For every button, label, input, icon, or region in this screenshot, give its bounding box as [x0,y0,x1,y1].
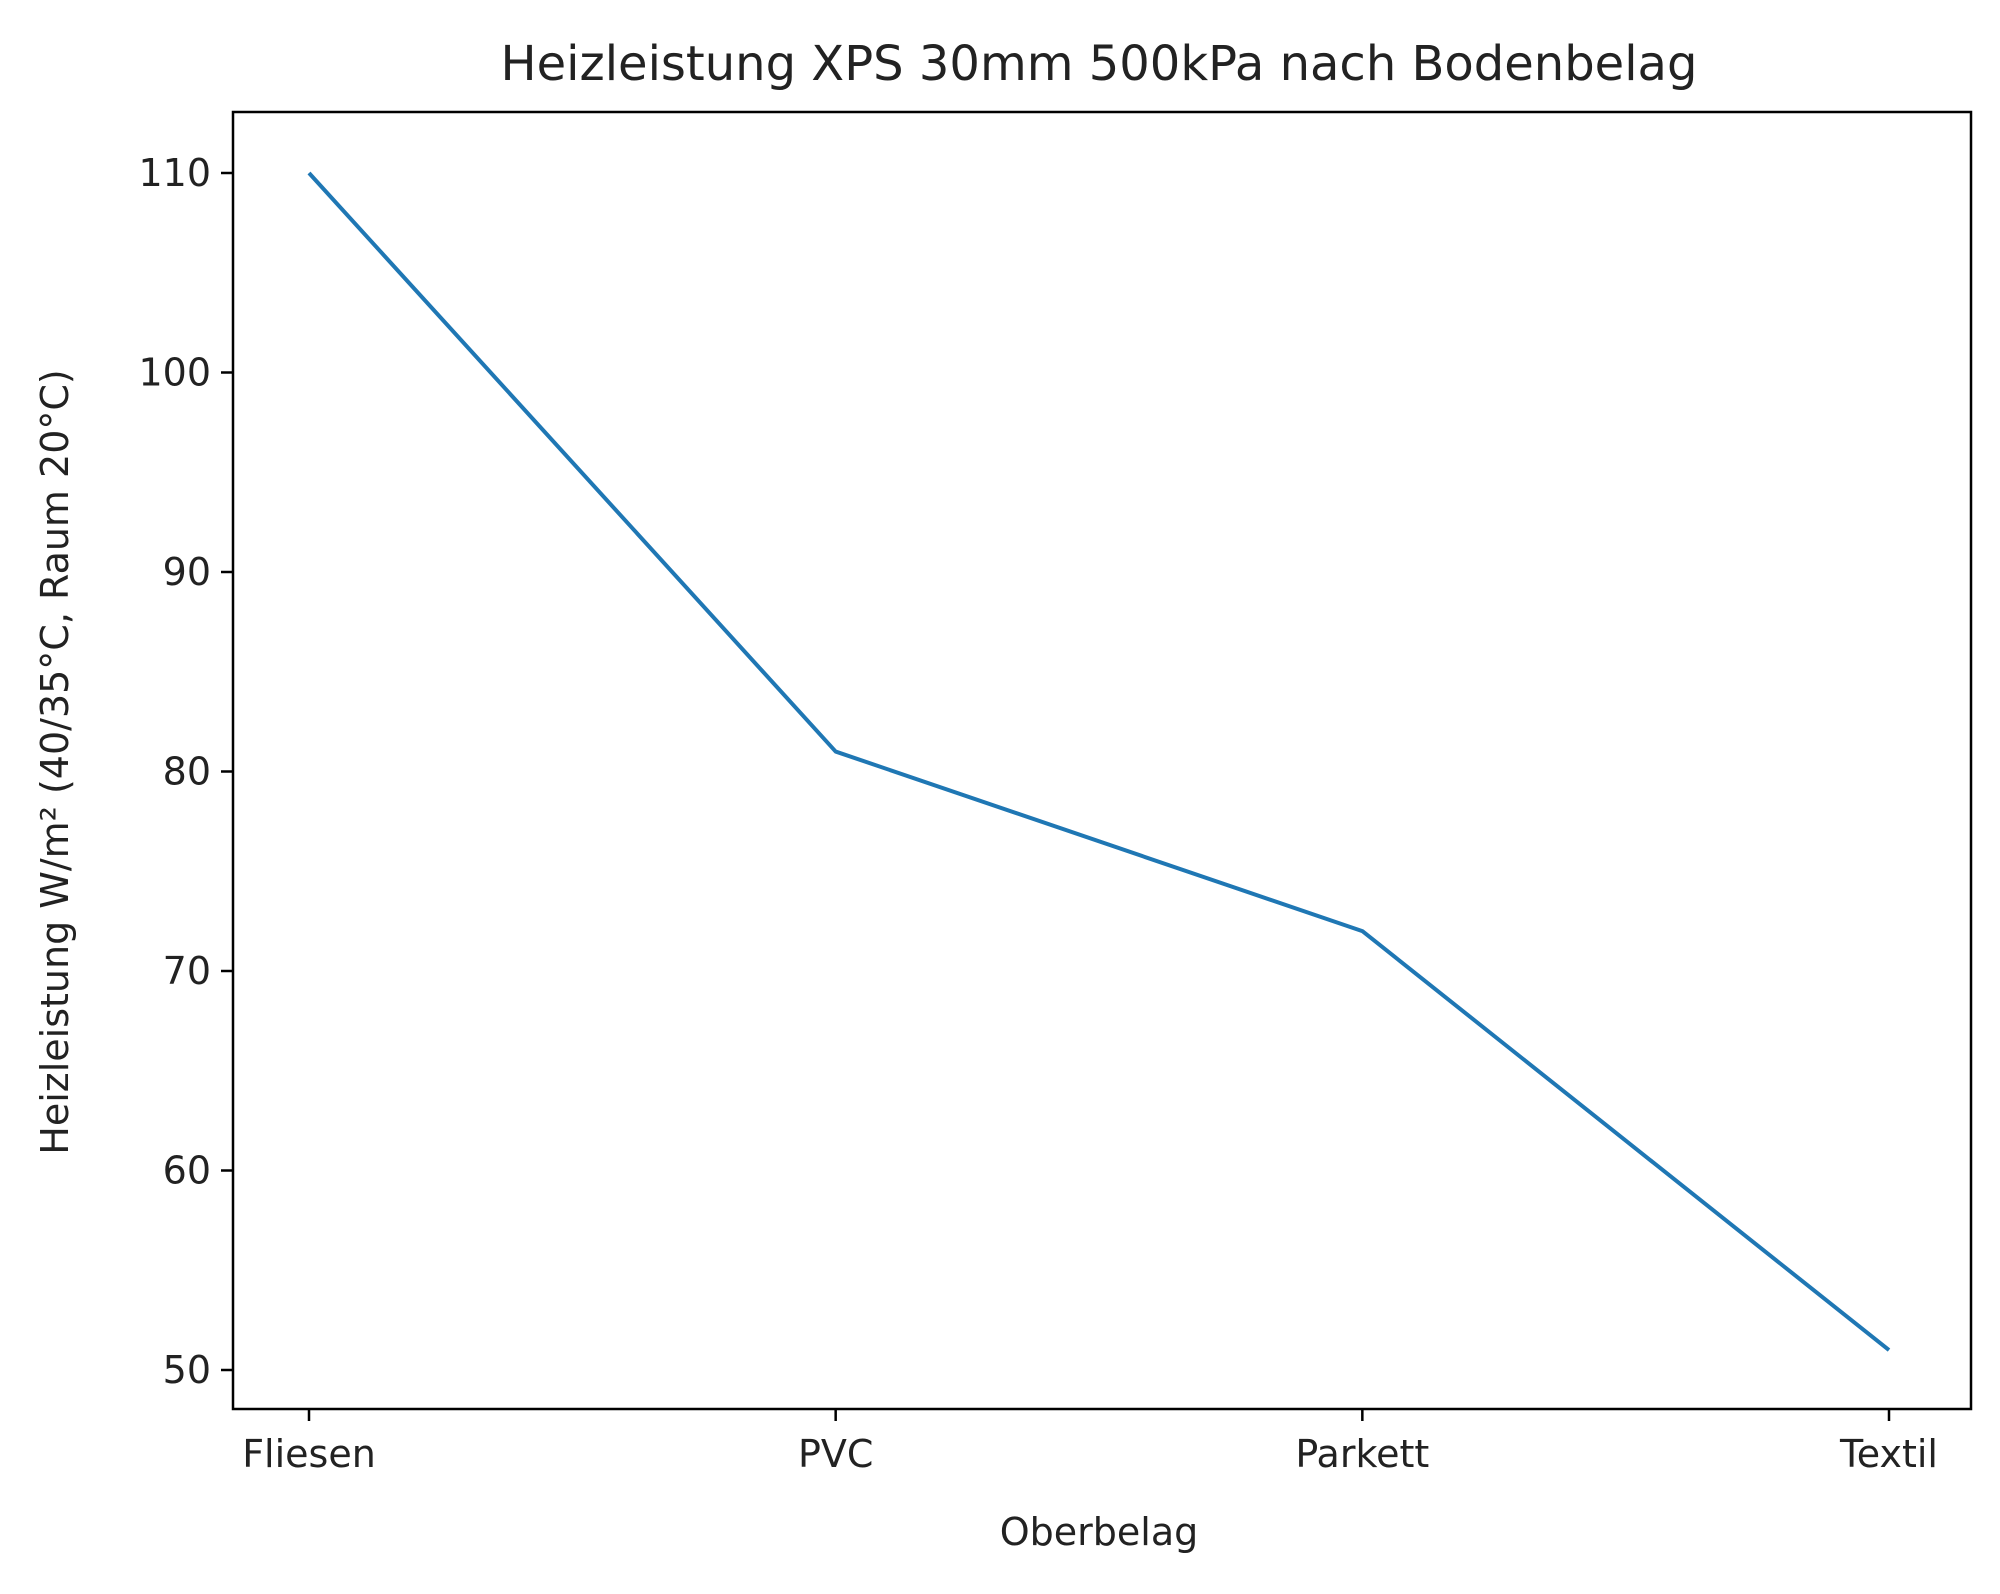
y-tick-label: 50 [163,1348,211,1392]
x-axis: Fliesen PVC Parkett Textil [242,1409,1938,1476]
series-group [307,171,1891,1352]
plot-area-frame [231,110,1973,1411]
x-tick-label: Parkett [1295,1432,1429,1476]
chart-title: Heizleistung XPS 30mm 500kPa nach Bodenb… [501,36,1698,92]
y-tick-label: 80 [163,750,211,794]
y-tick-label: 60 [163,1149,211,1193]
y-axis-label: Heizleistung W/m² (40/35°C, Raum 20°C) [33,369,77,1155]
x-axis-label: Oberbelag [1000,1510,1199,1554]
x-tick-label: PVC [798,1432,873,1476]
y-tick-label: 110 [138,151,211,195]
x-tick-label: Fliesen [242,1432,376,1476]
y-tick-label: 100 [138,351,211,395]
y-axis: 50 60 70 80 90 100 110 [138,151,233,1392]
y-tick-label: 70 [163,949,211,993]
series-line [307,171,1891,1352]
x-tick-label: Textil [1839,1432,1938,1476]
y-tick-label: 90 [163,550,211,594]
